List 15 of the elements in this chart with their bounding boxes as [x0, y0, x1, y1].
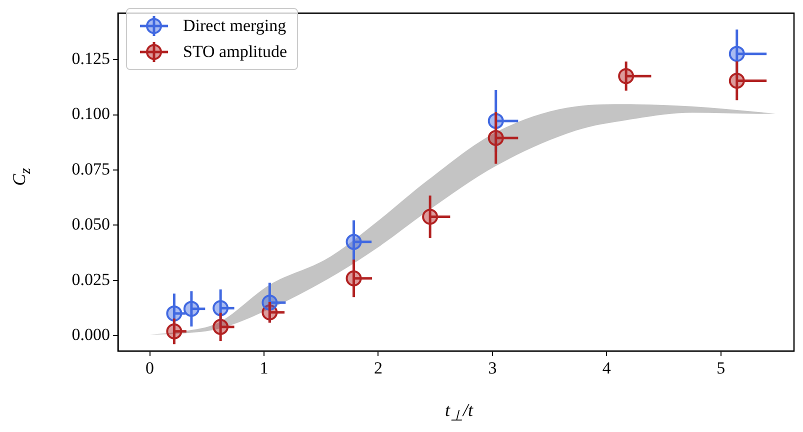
y-tick-label: 0.100 — [72, 104, 110, 124]
x-tick-label: 1 — [260, 358, 268, 378]
y-tick-label: 0.050 — [72, 214, 110, 234]
x-tick-label: 4 — [602, 358, 612, 378]
y-tick-label: 0.025 — [72, 270, 110, 289]
x-axis-title: t$_{⊥}$/t — [444, 400, 474, 426]
y-tick-label: 0.075 — [72, 159, 110, 178]
x-tick-label: 2 — [374, 358, 382, 378]
y-tick-label: 0.000 — [72, 325, 110, 344]
x-tick-label: 0 — [146, 358, 154, 378]
y-tick-label: 0.125 — [72, 49, 110, 68]
legend-label: Direct merging — [183, 16, 286, 36]
x-tick-label: 5 — [716, 358, 726, 378]
x-tick-label: 3 — [488, 358, 497, 378]
legend-label: STO amplitude — [183, 42, 288, 62]
